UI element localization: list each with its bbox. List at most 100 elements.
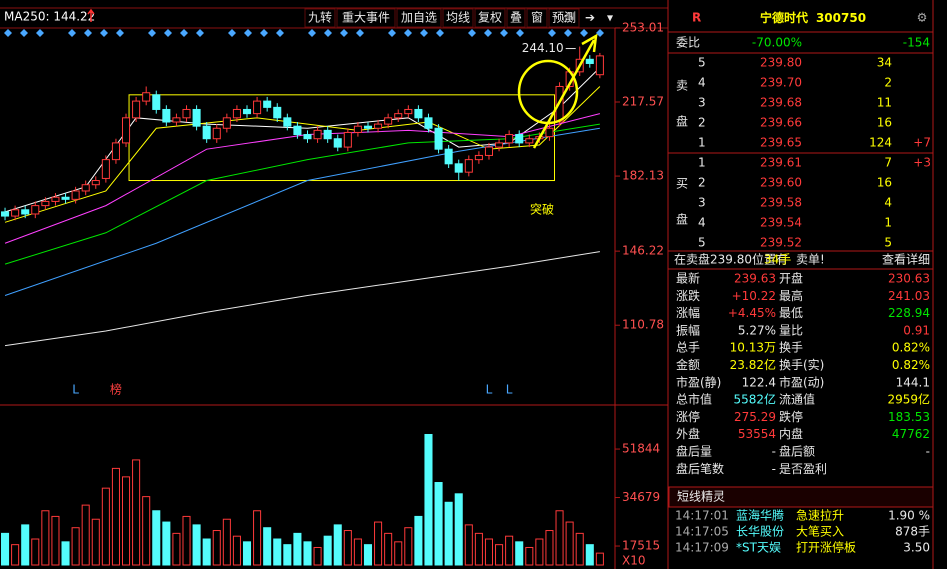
y-tick-label: 182.13	[622, 169, 664, 183]
volume-bar	[353, 538, 362, 566]
feed-cell[interactable]: 14:17:09	[675, 541, 729, 555]
stat-label: 外盘	[676, 426, 700, 441]
change: +3	[913, 156, 931, 170]
volume-bar	[51, 515, 60, 566]
feed-cell[interactable]: 蓝海华腾	[736, 508, 784, 523]
feed-cell[interactable]: 878手	[895, 525, 930, 539]
candle-body	[363, 125, 373, 129]
volume-bar	[132, 459, 141, 566]
status-text: 34手	[764, 253, 791, 267]
event-diamond	[164, 29, 172, 37]
feed-cell[interactable]: 3.50	[903, 541, 930, 555]
event-marker: L	[486, 383, 493, 397]
feed-cell[interactable]: 14:17:01	[675, 509, 729, 523]
volume-bar	[61, 541, 70, 566]
candle-body	[474, 154, 483, 161]
stat-label: 是否盈利	[779, 462, 827, 476]
stat-label: 市盈(静)	[676, 374, 721, 389]
candle-body	[283, 117, 292, 127]
level: 4	[698, 76, 706, 90]
toolbar-button-label[interactable]: 均线	[446, 11, 470, 25]
toolbar-button-label[interactable]: 窗	[531, 11, 543, 25]
volume-bar	[21, 524, 30, 566]
toolbar-button[interactable]	[506, 8, 526, 28]
volume-bar	[232, 535, 241, 566]
stat-value: -	[926, 445, 930, 459]
toolbar-button[interactable]	[548, 8, 580, 28]
stat-label: 盘后额	[779, 444, 815, 459]
volume: 4	[884, 196, 892, 210]
feed-cell[interactable]: 急速拉升	[796, 508, 844, 523]
feed-cell[interactable]: 打开涨停板	[796, 540, 856, 555]
y-tick-label: 110.78	[622, 318, 664, 332]
feed-cell[interactable]: 大笔买入	[796, 524, 844, 539]
candle-body	[404, 108, 413, 115]
toolbar-button[interactable]	[442, 8, 474, 28]
volume-bar	[434, 482, 443, 566]
stat-label: 换手	[779, 341, 803, 355]
volume-bar	[81, 504, 90, 566]
side-label: 买	[676, 177, 688, 191]
candle-body	[303, 134, 312, 140]
candle-body	[212, 127, 221, 140]
settings-icon[interactable]: ⚙	[917, 11, 928, 25]
volume: 2	[884, 76, 892, 90]
status-text[interactable]: 查看详细	[882, 252, 930, 267]
candle-body	[273, 106, 282, 119]
toolbar-icon[interactable]: ▾	[607, 11, 613, 25]
toolbar-button[interactable]	[304, 8, 336, 28]
volume-bar	[555, 510, 564, 566]
toolbar-button-label[interactable]: 重大事件	[342, 11, 390, 25]
stat-value: 23.82亿	[730, 357, 776, 372]
y-tick-label: 17515	[622, 539, 660, 553]
toolbar-button-label[interactable]: 加自选	[401, 11, 437, 25]
volume-bar	[323, 535, 332, 566]
feed-cell[interactable]: 1.90 %	[888, 509, 930, 523]
stat-value: 2959亿	[887, 392, 930, 407]
stat-value: 239.63	[734, 272, 776, 286]
volume-bar	[41, 510, 50, 566]
candle-body	[374, 123, 383, 129]
toolbar-button-label[interactable]: 叠	[510, 11, 522, 25]
candle-body	[333, 138, 342, 148]
feed-cell[interactable]: 长华股份	[736, 525, 784, 539]
event-diamond	[36, 29, 44, 37]
volume-bar	[424, 433, 433, 566]
volume-bar	[152, 510, 161, 566]
toolbar-icon[interactable]: ➔	[585, 11, 595, 25]
status-text: 在卖盘239.80位置有	[674, 252, 788, 267]
side-label: 卖	[676, 79, 688, 93]
candle-body	[313, 129, 322, 140]
price: 239.80	[760, 56, 802, 70]
price: 239.58	[760, 196, 802, 210]
candle-body	[61, 196, 70, 200]
volume-bar	[283, 544, 292, 566]
volume-bar	[444, 501, 453, 566]
toolbar-button[interactable]	[474, 8, 506, 28]
volume-bar	[525, 546, 534, 566]
level: 3	[698, 96, 706, 110]
price: 239.65	[760, 136, 802, 150]
volume-bar	[384, 532, 393, 566]
toolbar-button[interactable]	[396, 8, 442, 28]
toolbar-button-label[interactable]: 九转	[308, 10, 332, 25]
toolbar-button[interactable]	[336, 8, 396, 28]
candle-body	[414, 108, 423, 119]
level: 2	[698, 176, 706, 190]
candle-body	[182, 108, 191, 119]
price: 239.68	[760, 96, 802, 110]
stat-label: 跌停	[779, 409, 803, 424]
event-diamond	[100, 29, 108, 37]
stat-value: +4.45%	[728, 306, 776, 320]
stat-value: +10.22	[732, 289, 776, 303]
toolbar-button[interactable]	[526, 8, 548, 28]
toolbar-button-label[interactable]: 预测	[552, 11, 576, 25]
toolbar-button-label[interactable]: 复权	[478, 11, 502, 25]
event-diamond	[564, 29, 572, 37]
stat-value: 122.4	[742, 375, 776, 389]
volume-bar	[313, 546, 322, 566]
price: 239.54	[760, 216, 802, 230]
feed-cell[interactable]: *ST天娱	[736, 541, 781, 555]
feed-cell[interactable]: 14:17:05	[675, 525, 729, 539]
toolbar-icon[interactable]: ⎙	[563, 11, 573, 25]
